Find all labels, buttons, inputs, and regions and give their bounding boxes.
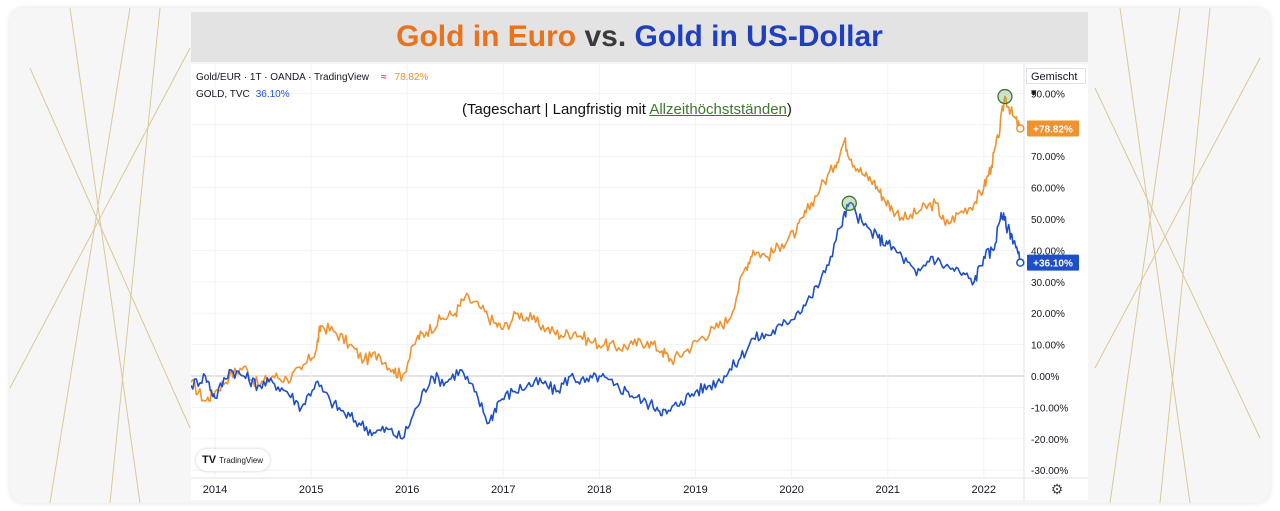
series-end-point (1016, 258, 1025, 267)
line-chart: 90.00%80.00%70.00%60.00%50.00%40.00%30.0… (190, 64, 1088, 500)
x-tick-label: 2020 (779, 484, 803, 496)
last-value-label: +78.82% (1033, 125, 1073, 136)
chart-panel: 90.00%80.00%70.00%60.00%50.00%40.00%30.0… (190, 64, 1088, 500)
subtitle-suffix: ) (786, 101, 792, 118)
x-tick-label: 2018 (587, 484, 611, 496)
title-gold-usd: Gold in US-Dollar (634, 20, 883, 53)
slide-title: Gold in Euro vs. Gold in US-Dollar (191, 12, 1088, 62)
legend-main-symbol: Gold/EUR · 1T · OANDA · TradingView (196, 72, 370, 83)
legend-compare-value: 36.10% (255, 89, 290, 100)
chevron-down-icon: ▾ (1031, 87, 1037, 99)
series-line-gold-usd (190, 201, 1022, 440)
gold-line-decoration (10, 8, 1261, 503)
chart-legend: Gold/EUR · 1T · OANDA · TradingView ≈78.8… (196, 69, 428, 103)
ath-marker-circle (841, 195, 857, 211)
subtitle-link-ath[interactable]: Allzeithöchstständen (649, 101, 787, 118)
legend-row-usd[interactable]: GOLD, TVC 36.10% (196, 86, 428, 103)
x-tick-label: 2015 (299, 484, 323, 496)
y-tick-label: 10.00% (1031, 341, 1065, 352)
y-tick-label: 70.00% (1031, 152, 1065, 163)
y-tick-label: 20.00% (1031, 309, 1065, 320)
ath-marker-circle (997, 88, 1013, 105)
gear-icon[interactable]: ⚙ (1050, 481, 1064, 497)
last-value-badge (1027, 254, 1079, 271)
series-line-gold-eur (190, 95, 1022, 402)
x-tick-label: 2017 (491, 484, 515, 496)
legend-main-value: 78.82% (394, 72, 429, 83)
tradingview-logo-icon: TV (202, 454, 217, 466)
x-tick-label: 2022 (972, 484, 996, 496)
x-tick-label: 2014 (203, 484, 227, 496)
series-end-point (1016, 124, 1025, 133)
x-tick-label: 2016 (395, 484, 419, 496)
last-value-label: +36.10% (1033, 259, 1073, 270)
y-tick-label: -20.00% (1031, 435, 1068, 446)
chart-subtitle: (Tageschart | Langfristig mit Allzeithöc… (462, 101, 792, 118)
tradingview-watermark[interactable]: TV TradingView (196, 449, 270, 471)
y-tick-label: 60.00% (1031, 184, 1065, 195)
y-tick-label: 0.00% (1031, 372, 1059, 383)
y-tick-label: 50.00% (1031, 215, 1065, 226)
watermark-label: TradingView (219, 456, 264, 465)
compare-icon[interactable]: ≈ (381, 72, 387, 83)
legend-compare-symbol: GOLD, TVC (196, 89, 250, 100)
subtitle-prefix: (Tageschart | Langfristig mit (462, 101, 650, 118)
last-value-badge (1027, 120, 1079, 137)
scale-mode-dropdown[interactable]: Gemischt ▾ (1026, 68, 1086, 99)
y-tick-label: 30.00% (1031, 278, 1065, 289)
x-tick-label: 2019 (683, 484, 707, 496)
y-tick-label: 40.00% (1031, 246, 1065, 257)
x-tick-label: 2021 (875, 484, 899, 496)
y-tick-label: -30.00% (1031, 466, 1068, 477)
y-tick-label: -10.00% (1031, 403, 1068, 414)
title-vs: vs. (576, 20, 635, 53)
y-tick-label: 90.00% (1031, 89, 1065, 100)
scale-mode-label: Gemischt (1031, 71, 1078, 83)
legend-row-eur[interactable]: Gold/EUR · 1T · OANDA · TradingView ≈78.8… (196, 69, 428, 86)
title-gold-euro: Gold in Euro (396, 20, 577, 53)
